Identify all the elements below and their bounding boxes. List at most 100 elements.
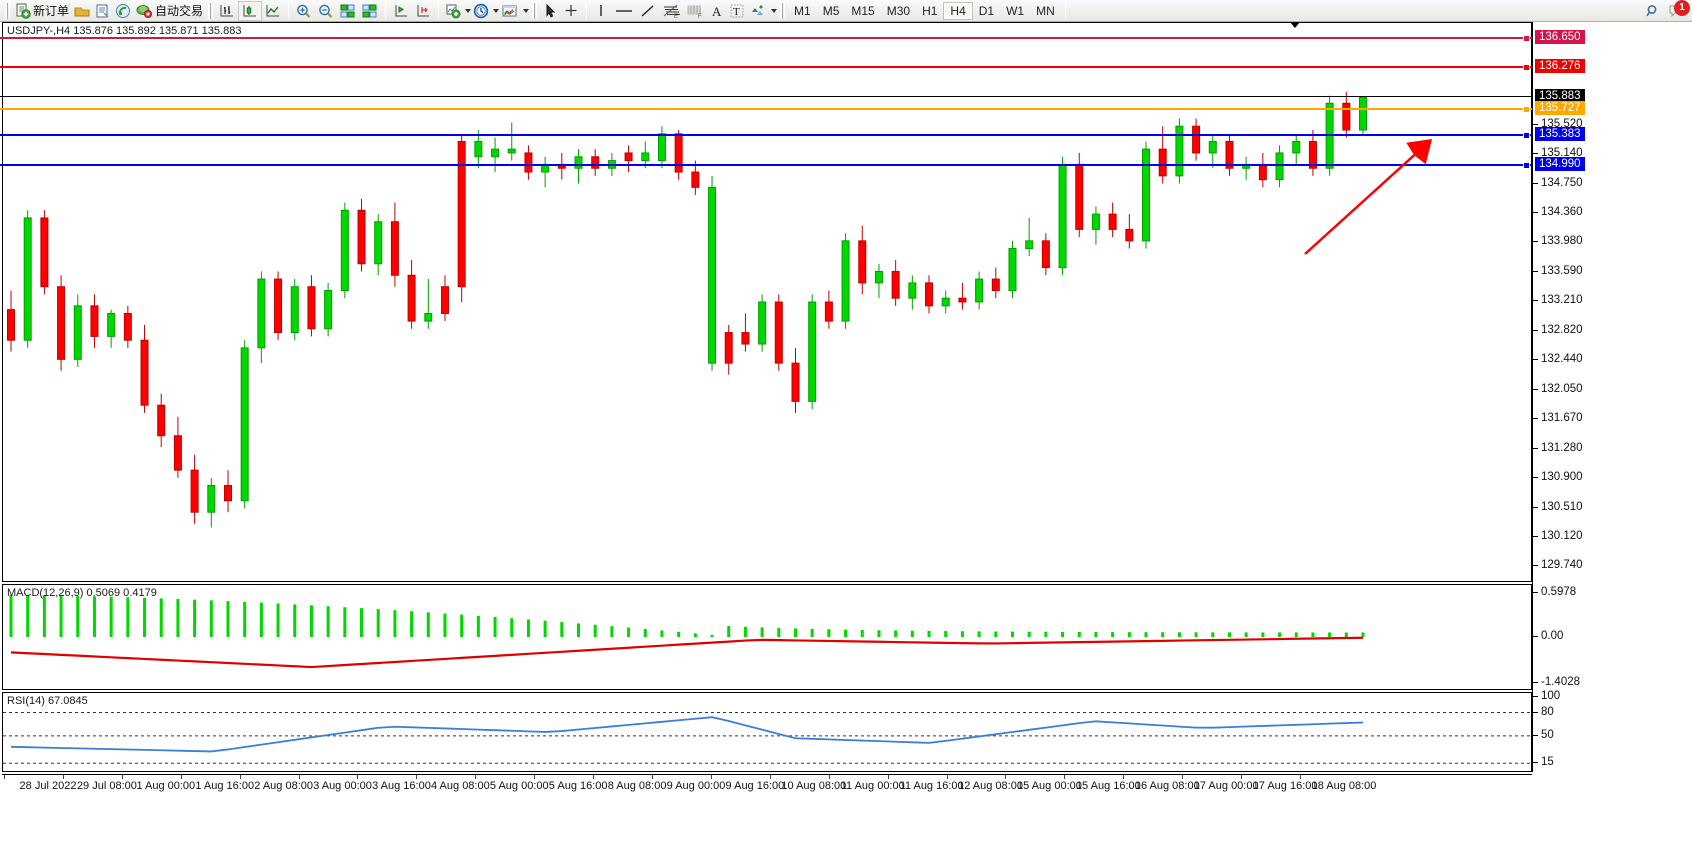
level-line-resistance-lower[interactable] [0, 63, 1532, 71]
level-line-support-lower[interactable] [0, 162, 1532, 170]
expert-advisor-icon [136, 4, 153, 18]
price-axis-tick [1533, 152, 1538, 154]
timeframe-h1[interactable]: H1 [922, 3, 938, 18]
level-anchor-support-lower[interactable] [1523, 162, 1530, 170]
price-axis-tick [1533, 536, 1538, 538]
shapes-button[interactable] [747, 1, 769, 21]
toolbar-grip-4[interactable] [780, 2, 786, 19]
macd-panel[interactable]: MACD(12,26,9) 0.5069 0.4179 [2, 584, 1532, 690]
level-anchor-resistance-lower[interactable] [1523, 63, 1530, 71]
templates-button[interactable] [499, 1, 521, 21]
trendline-button[interactable] [637, 1, 659, 21]
level-anchor-order-level[interactable] [1523, 105, 1530, 113]
time-axis-label: 3 Aug 16:00 [372, 780, 431, 792]
period-button[interactable] [471, 1, 491, 21]
rsi-label: RSI(14) 67.0845 [7, 695, 88, 707]
fibonacci-button[interactable]: E [659, 1, 683, 21]
time-axis-tick [887, 775, 889, 779]
time-axis-tick [1300, 775, 1301, 779]
time-axis-tick [534, 775, 536, 779]
tile-windows-button-2[interactable] [359, 1, 381, 21]
timeframe-d1[interactable]: D1 [978, 3, 995, 18]
fibo-grid-button[interactable]: F [683, 1, 707, 21]
price-chip-resistance-upper[interactable]: 136.650 [1535, 30, 1585, 45]
new-order-button[interactable]: 新订单 [13, 1, 71, 21]
timeframe-m1[interactable]: M1 [794, 3, 811, 18]
price-axis[interactable]: 135.520 135.140 134.750 134.360 133.980 133.5… [1532, 22, 1692, 772]
chart-shift-marker[interactable] [1290, 22, 1300, 28]
crosshair-button[interactable] [560, 1, 582, 21]
chart-area[interactable]: USDJPY-,H4 135.876 135.892 135.871 135.8… [0, 22, 1692, 845]
level-anchor-resistance-upper[interactable] [1523, 35, 1530, 43]
alert-button[interactable]: 1 [1664, 0, 1690, 21]
folder-button[interactable] [71, 1, 93, 21]
price-chart-panel[interactable]: USDJPY-,H4 135.876 135.892 135.871 135.8… [2, 22, 1532, 582]
autotrading-button[interactable]: 自动交易 [133, 1, 205, 21]
time-axis-tick [1064, 775, 1066, 779]
level-line-resistance-upper[interactable] [0, 35, 1532, 43]
shift-start-icon [395, 4, 408, 16]
level-line-current-price[interactable] [0, 95, 1532, 97]
zoom-out-button[interactable] [315, 1, 337, 21]
trendline-icon [641, 4, 654, 17]
tile-windows-icon [340, 4, 355, 17]
price-chip-current-price[interactable]: 135.883 [1535, 88, 1585, 103]
print-preview-button[interactable] [93, 1, 113, 21]
toolbar-grip-3[interactable] [532, 2, 538, 19]
timeframe-w1[interactable]: W1 [1006, 3, 1025, 18]
time-axis-tick [593, 775, 595, 779]
cursor-button[interactable] [540, 1, 560, 21]
toolbar-grip[interactable] [5, 2, 10, 19]
uptrend-arrow[interactable] [1304, 139, 1432, 255]
price-axis-tick [1533, 506, 1538, 508]
bar-chart-button[interactable] [216, 1, 238, 21]
rsi-panel[interactable]: RSI(14) 67.0845 [2, 692, 1532, 772]
macd-axis-tick [1533, 682, 1538, 683]
toolbar-grip-2[interactable] [208, 2, 214, 19]
time-axis[interactable]: 28 Jul 2022 29 Jul 08:00 1 Aug 00:00 1 Aug … [2, 774, 1532, 798]
rsi-axis-tick-label: 100 [1541, 689, 1561, 702]
timeframe-mn[interactable]: MN [1036, 3, 1055, 18]
annotation-layer [1304, 139, 1432, 255]
add-indicator-dropdown-caret[interactable] [465, 8, 472, 13]
price-chip-resistance-lower[interactable]: 136.276 [1535, 58, 1585, 73]
crosshair-icon [565, 4, 577, 16]
price-chip-order-level[interactable]: 135.727 [1535, 100, 1585, 115]
rsi-axis-tick-label: 50 [1541, 728, 1554, 741]
shapes-dropdown-caret[interactable] [771, 8, 778, 13]
price-axis-tick-label: 133.210 [1541, 294, 1583, 307]
svg-text:A: A [712, 4, 722, 19]
search-button[interactable] [1642, 1, 1664, 21]
text-label-button[interactable]: T [727, 1, 747, 21]
level-anchor-support-upper[interactable] [1523, 132, 1530, 140]
tile-windows-button[interactable] [337, 1, 359, 21]
timeframe-m5[interactable]: M5 [822, 3, 840, 18]
timeframe-m15[interactable]: M15 [851, 3, 875, 18]
line-chart-button[interactable] [262, 1, 284, 21]
price-axis-tick [1533, 388, 1538, 390]
add-indicator-button[interactable] [443, 1, 463, 21]
level-line-order-level[interactable] [0, 105, 1532, 113]
timeframe-h4[interactable]: H4 [943, 1, 973, 20]
signals-button[interactable] [113, 1, 133, 21]
time-axis-label: 9 Aug 16:00 [725, 780, 785, 792]
shift-end-icon [417, 4, 430, 16]
price-chip-support-lower[interactable]: 134.990 [1535, 157, 1585, 172]
period-dropdown-caret[interactable] [493, 8, 500, 13]
time-axis-label: 17 Aug 16:00 [1252, 780, 1318, 792]
time-axis-tick [828, 775, 830, 779]
price-axis-tick-label: 132.820 [1541, 324, 1583, 337]
time-axis-label: 4 Aug 08:00 [430, 780, 490, 792]
candlestick-chart-button[interactable] [238, 0, 263, 21]
templates-dropdown-caret[interactable] [523, 8, 530, 13]
hline-button[interactable] [611, 1, 637, 21]
shift-start-button[interactable] [390, 1, 412, 21]
shift-end-button[interactable] [412, 1, 434, 21]
zoom-in-button[interactable] [293, 1, 315, 21]
level-line-support-upper[interactable] [0, 132, 1532, 140]
timeframe-m30[interactable]: M30 [886, 3, 911, 18]
price-axis-tick [1533, 565, 1538, 567]
price-chip-support-upper[interactable]: 135.383 [1535, 127, 1585, 142]
vline-button[interactable] [591, 1, 611, 21]
text-button[interactable]: A [707, 1, 727, 21]
